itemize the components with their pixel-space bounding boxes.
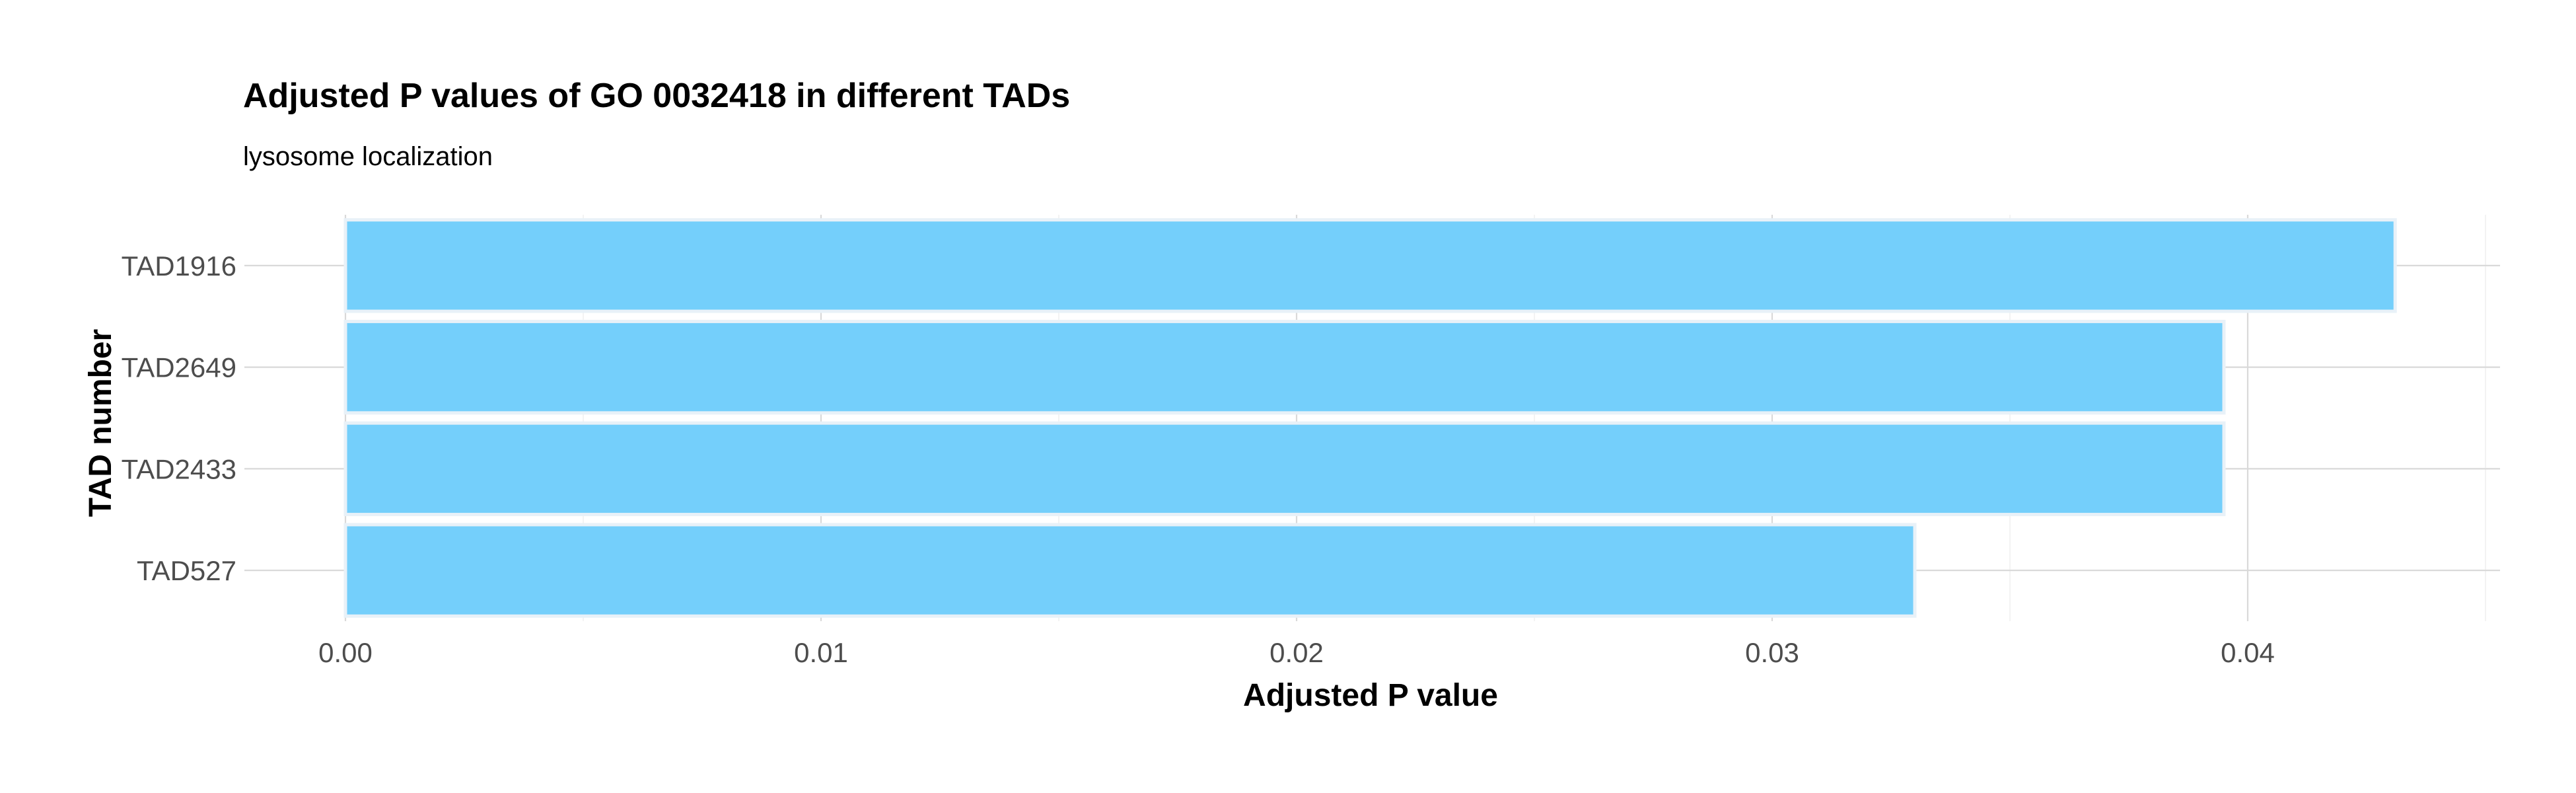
x-axis-title: Adjusted P value	[1243, 678, 1498, 713]
y-tick-label: TAD527	[137, 555, 236, 586]
x-tick-label: 0.04	[2221, 637, 2275, 668]
y-tick-label: TAD2649	[122, 352, 236, 383]
x-tick-labels: 0.00 0.01 0.02 0.03 0.04	[318, 637, 2275, 668]
y-tick-label: TAD2433	[122, 453, 236, 484]
bar-tad2433	[343, 421, 2226, 517]
x-tick-label: 0.03	[1745, 637, 1799, 668]
chart-subtitle: lysosome localization	[243, 142, 493, 171]
x-tick-label: 0.01	[794, 637, 848, 668]
x-tick-label: 0.02	[1270, 637, 1324, 668]
bar-tad2649	[343, 319, 2226, 415]
bar-tad527	[343, 523, 1917, 618]
y-tick-labels: TAD1916 TAD2649 TAD2433 TAD527	[122, 250, 236, 586]
y-tick-label: TAD1916	[122, 250, 236, 282]
chart-title: Adjusted P values of GO 0032418 in diffe…	[243, 77, 1070, 115]
x-tick-label: 0.00	[318, 637, 373, 668]
y-axis-title: TAD number	[83, 329, 118, 517]
bar-tad1916	[343, 218, 2397, 313]
bars	[343, 218, 2397, 618]
